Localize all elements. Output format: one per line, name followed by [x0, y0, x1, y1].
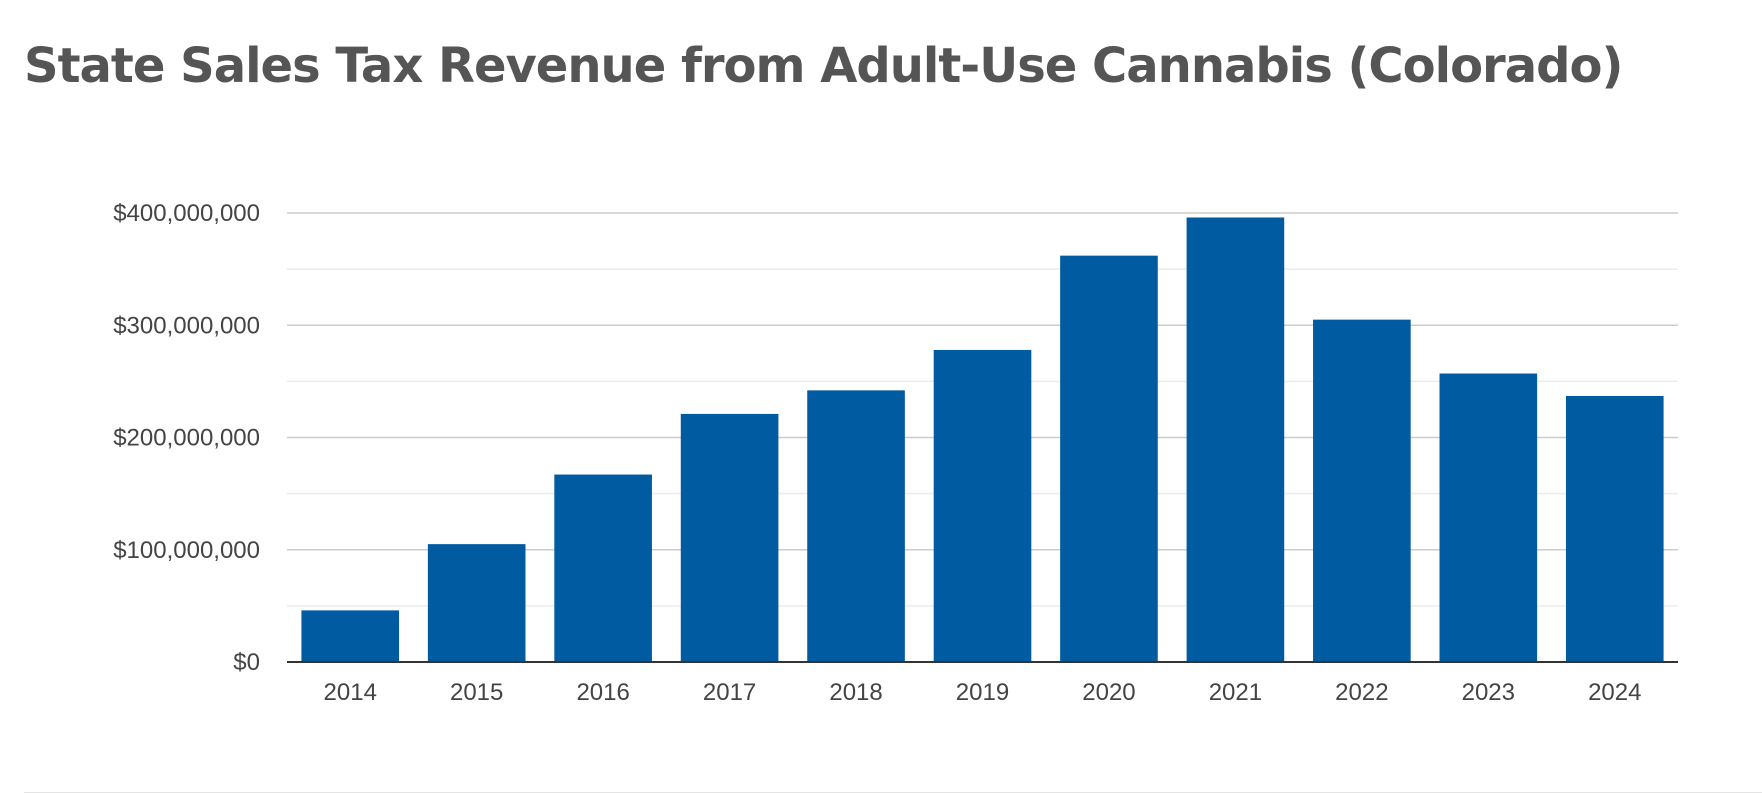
bottom-divider [24, 792, 1762, 793]
y-axis-labels: $0 $100,000,000 $200,000,000 $300,000,000 $4… [113, 200, 260, 676]
y-tick-label: $400,000,000 [113, 200, 260, 227]
bar-2023 [1439, 373, 1538, 662]
y-tick-label: $300,000,000 [113, 312, 260, 339]
bar-2016 [554, 474, 652, 662]
x-tick-label: 2017 [703, 679, 756, 706]
x-tick-label: 2023 [1462, 679, 1515, 706]
bar-2021 [1186, 217, 1285, 663]
bar-2019 [933, 349, 1032, 662]
bar-2022 [1313, 319, 1411, 662]
x-tick-label: 2022 [1335, 679, 1388, 706]
y-tick-label: $100,000,000 [113, 537, 260, 564]
bars [301, 217, 1664, 663]
x-tick-label: 2021 [1209, 679, 1262, 706]
bar-2018 [807, 390, 905, 662]
bar-2014 [301, 610, 400, 662]
x-tick-label: 2014 [324, 679, 377, 706]
x-tick-label: 2020 [1082, 679, 1135, 706]
x-tick-label: 2024 [1588, 679, 1641, 706]
y-tick-label: $0 [233, 649, 260, 676]
x-tick-label: 2019 [956, 679, 1009, 706]
x-tick-label: 2015 [450, 679, 503, 706]
bar-2017 [680, 413, 779, 662]
y-tick-label: $200,000,000 [113, 425, 260, 452]
bar-2015 [427, 544, 526, 662]
chart-title: State Sales Tax Revenue from Adult-Use C… [24, 38, 1623, 94]
x-tick-label: 2018 [829, 679, 882, 706]
x-tick-label: 2016 [576, 679, 629, 706]
bar-2024 [1565, 395, 1664, 662]
bar-2020 [1060, 255, 1158, 662]
x-axis-labels: 2014 2015 2016 2017 2018 2019 2020 2021 2022 2023… [324, 679, 1642, 706]
